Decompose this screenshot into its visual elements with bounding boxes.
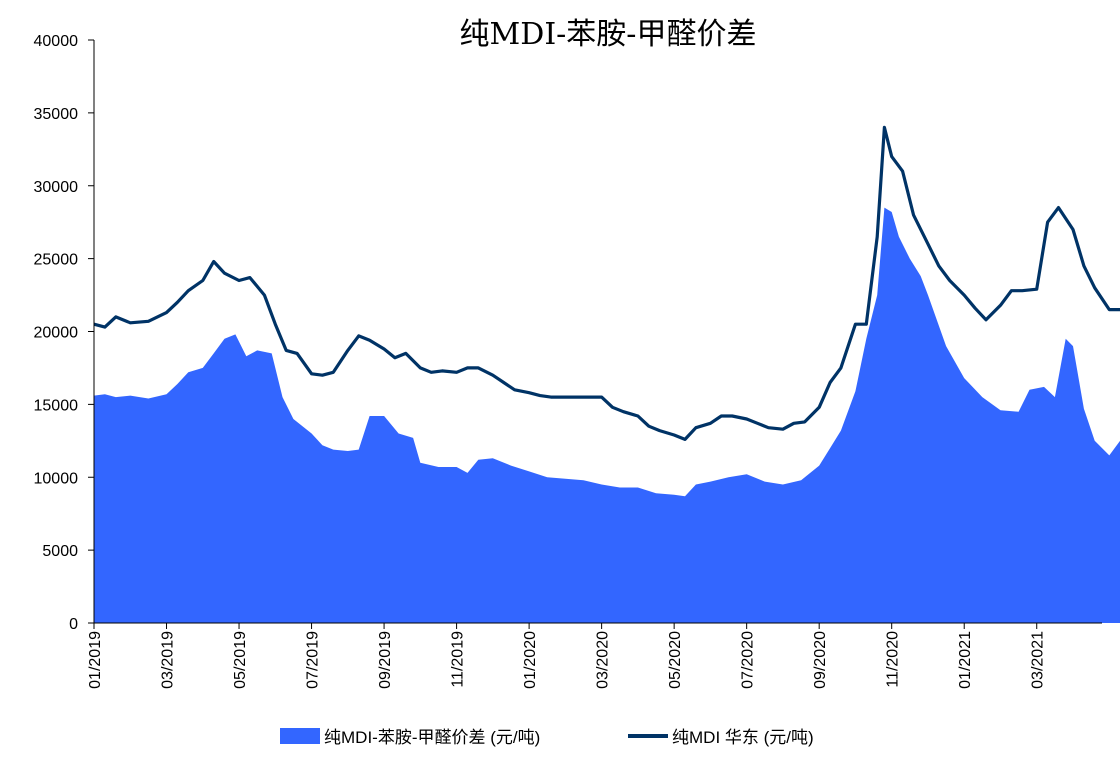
x-tick-label: 03/2021 bbox=[1030, 631, 1047, 689]
y-tick-label: 5000 bbox=[42, 543, 78, 560]
x-tick-label: 05/2019 bbox=[232, 631, 249, 689]
x-tick-label: 01/2019 bbox=[87, 631, 104, 689]
y-tick-label: 0 bbox=[69, 616, 78, 633]
x-tick-label: 07/2019 bbox=[305, 631, 322, 689]
y-tick-label: 15000 bbox=[34, 397, 79, 414]
x-tick-label: 03/2020 bbox=[595, 631, 612, 689]
x-tick-label: 11/2020 bbox=[885, 631, 902, 688]
plot-area bbox=[93, 125, 1120, 623]
x-axis-ticks: 01/2019 03/2019 05/2019 07/2019 09/2019 11/20… bbox=[87, 623, 1047, 689]
legend: 纯MDI-苯胺-甲醛价差 (元/吨) 纯MDI 华东 (元/吨) bbox=[280, 728, 814, 747]
legend-swatch-area bbox=[280, 728, 320, 744]
series-area-spread bbox=[94, 207, 1120, 623]
legend-label-area: 纯MDI-苯胺-甲醛价差 (元/吨) bbox=[324, 728, 540, 747]
x-tick-label: 03/2019 bbox=[160, 631, 177, 689]
x-tick-label: 01/2020 bbox=[522, 631, 539, 689]
y-axis-ticks: 0 5000 10000 15000 20000 25000 30000 35000 40000 bbox=[34, 33, 94, 633]
y-tick-label: 10000 bbox=[34, 470, 79, 487]
x-tick-label: 09/2019 bbox=[377, 631, 394, 689]
y-tick-label: 30000 bbox=[34, 179, 79, 196]
y-tick-label: 40000 bbox=[34, 33, 79, 50]
chart-title: 纯MDI-苯胺-甲醛价差 bbox=[460, 17, 757, 52]
x-tick-label: 07/2020 bbox=[740, 631, 757, 689]
x-tick-label: 09/2020 bbox=[812, 631, 829, 689]
x-tick-label: 11/2019 bbox=[450, 631, 467, 688]
series-line-mdi-east-china bbox=[93, 125, 1120, 441]
legend-label-line: 纯MDI 华东 (元/吨) bbox=[672, 728, 814, 747]
y-tick-label: 20000 bbox=[34, 325, 79, 342]
y-tick-label: 25000 bbox=[34, 252, 79, 269]
x-tick-label: 05/2020 bbox=[667, 631, 684, 689]
x-tick-label: 01/2021 bbox=[957, 631, 974, 689]
y-tick-label: 35000 bbox=[34, 106, 79, 123]
